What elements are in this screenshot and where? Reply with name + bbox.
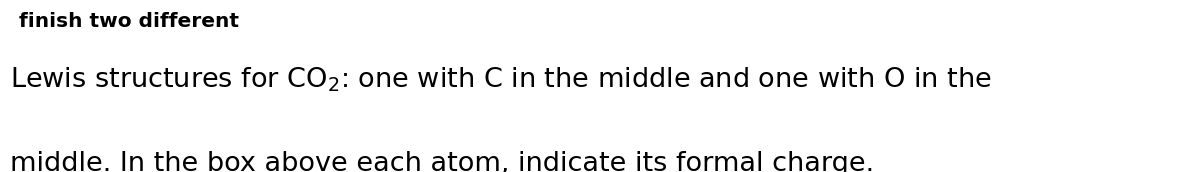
Text: Lewis structures for CO$_2$: one with C in the middle and one with O in the: Lewis structures for CO$_2$: one with C … [10,65,991,94]
Text: middle. In the box above each atom, indicate its formal charge.: middle. In the box above each atom, indi… [10,151,874,172]
Text: finish two different: finish two different [19,12,239,31]
